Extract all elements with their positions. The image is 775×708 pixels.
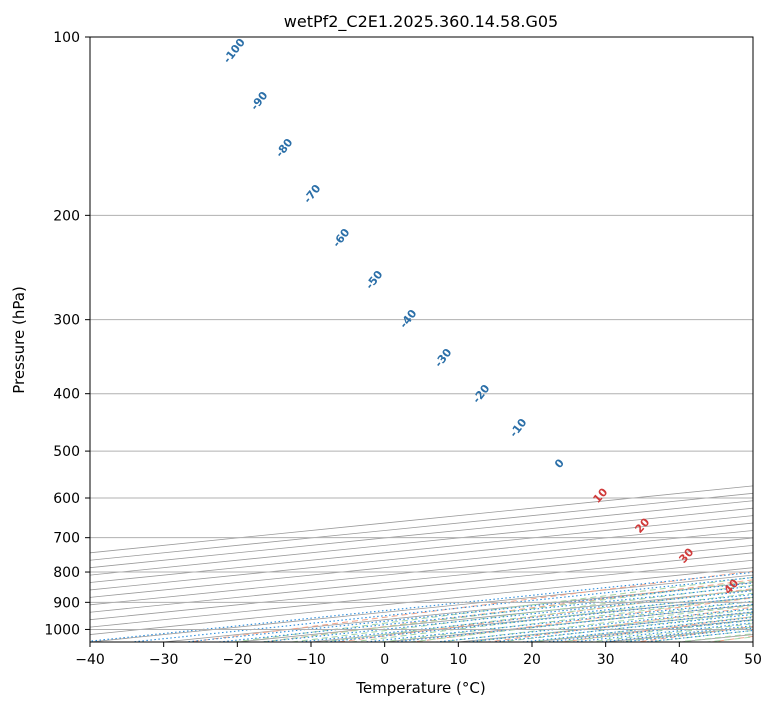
dry-adiabats <box>184 570 753 642</box>
y-tick-label: 300 <box>53 313 80 329</box>
isotherm-line <box>90 537 753 606</box>
isotherm-line <box>90 485 753 554</box>
dry-adiabat-line <box>409 597 753 642</box>
mixing-ratio-lines <box>90 571 753 642</box>
mixing-ratio-line <box>90 571 753 642</box>
y-axis: 100 200 300 400 500 600 700 800 900 1000 <box>44 30 90 638</box>
x-tick-label: −40 <box>75 652 105 668</box>
plot-background <box>90 37 753 642</box>
isotherm-line <box>90 507 753 576</box>
mixing-ratio-line <box>388 603 753 642</box>
isotherm-line <box>90 530 753 598</box>
y-axis-title: Pressure (hPa) <box>10 286 28 394</box>
x-tick-label: −20 <box>223 652 253 668</box>
isotherm-line <box>90 492 753 561</box>
y-tick-label: 600 <box>53 491 80 507</box>
x-tick-label: −10 <box>296 652 326 668</box>
y-tick-label: 200 <box>53 208 80 224</box>
y-tick-label: 500 <box>53 444 80 460</box>
x-tick-label: 50 <box>744 652 762 668</box>
y-tick-label: 700 <box>53 531 80 547</box>
isotherm-line <box>90 500 753 569</box>
dry-adiabat-line <box>184 570 753 642</box>
y-tick-label: 100 <box>53 30 80 46</box>
pressure-grid <box>90 37 753 630</box>
x-axis-title: Temperature (°C) <box>355 679 485 697</box>
y-tick-label: 1000 <box>44 622 80 638</box>
plot-frame <box>89 36 754 643</box>
x-tick-label: 40 <box>670 652 688 668</box>
y-tick-label: 800 <box>53 565 80 581</box>
dry-adiabat-line <box>334 588 753 642</box>
isotherm-line <box>90 522 753 591</box>
x-tick-label: 30 <box>597 652 615 668</box>
x-axis: −40 −30 −20 −10 0 10 20 30 40 50 <box>75 642 762 668</box>
mixing-ratio-line <box>213 585 753 642</box>
y-tick-label: 900 <box>53 595 80 611</box>
y-tick-label: 400 <box>53 387 80 403</box>
isotherm-line <box>90 515 753 583</box>
x-tick-label: 0 <box>380 652 389 668</box>
isotherm-grid <box>90 485 753 642</box>
x-tick-label: −30 <box>149 652 179 668</box>
x-tick-label: 10 <box>449 652 467 668</box>
x-tick-label: 20 <box>523 652 541 668</box>
chart-title: wetPf2_C2E1.2025.360.14.58.G05 <box>284 12 558 32</box>
